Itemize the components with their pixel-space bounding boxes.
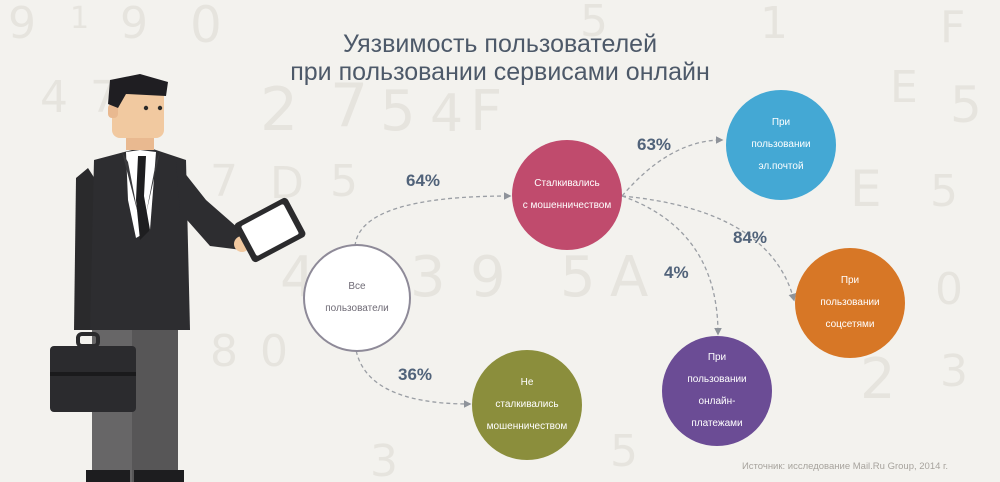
node-email-use-label: При пользовании эл.почтой xyxy=(751,117,811,172)
percent-email: 63% xyxy=(637,135,672,154)
edge-all-to-not-encountered xyxy=(354,343,472,408)
percent-payments: 4% xyxy=(664,263,689,282)
node-not-encountered-fraud: Не сталкивались мошенничеством xyxy=(472,350,582,460)
node-not-encountered-fraud-label: Не сталкивались мошенничеством xyxy=(486,377,568,432)
percent-social: 84% xyxy=(733,228,768,247)
page-title: Уязвимость пользователей xyxy=(342,30,658,58)
node-email-use: При пользовании эл.почтой xyxy=(726,90,836,200)
edge-encountered-to-email xyxy=(621,136,724,197)
node-encountered-fraud: Сталкивались с мошенничеством xyxy=(512,140,622,250)
node-encountered-fraud-label: Сталкивались с мошенничеством xyxy=(522,178,612,211)
edge-all-to-encountered xyxy=(354,192,512,247)
node-online-payments-label: При пользовании онлайн- платежами xyxy=(687,352,747,429)
page-subtitle: при пользовании сервисами онлайн xyxy=(290,58,710,86)
node-social-networks-label: При пользовании соцсетями xyxy=(820,275,880,330)
edge-encountered-to-payments xyxy=(621,195,722,336)
node-social-networks: При пользовании соцсетями xyxy=(795,248,905,358)
source-note: Источник: исследование Mail.Ru Group, 20… xyxy=(741,461,948,472)
node-online-payments: При пользовании онлайн- платежами xyxy=(662,336,772,446)
businessman-illustration xyxy=(50,74,306,482)
percent-not-encountered: 36% xyxy=(398,365,433,384)
node-all-users: Все пользователи xyxy=(303,244,411,352)
node-all-users-label: Все пользователи xyxy=(325,281,389,314)
edge-encountered-to-social xyxy=(621,195,797,302)
percent-encountered: 64% xyxy=(406,171,441,190)
